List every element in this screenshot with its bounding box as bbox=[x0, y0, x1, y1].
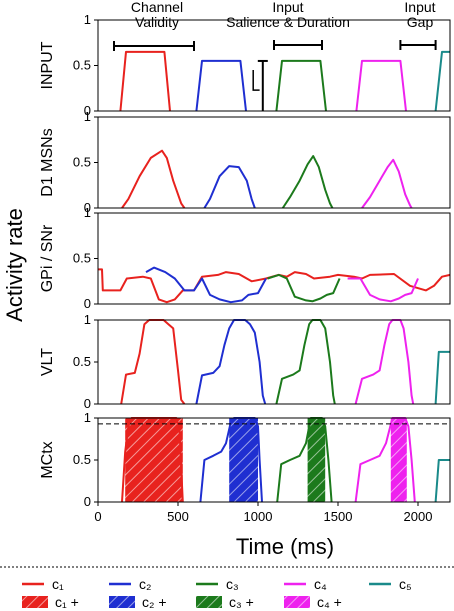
x-tick-label: 1000 bbox=[244, 509, 273, 524]
legend-label-c4: c₄ bbox=[314, 576, 327, 592]
series-line-c5 bbox=[434, 50, 450, 112]
fill-region-c3 bbox=[307, 418, 326, 502]
y-tick-label: 1 bbox=[84, 312, 91, 327]
salience-marker bbox=[252, 59, 268, 111]
y-axis-label: Activity rate bbox=[2, 208, 27, 322]
legend-label-c3: c₃ bbox=[226, 576, 239, 592]
bracket-channel-validity bbox=[113, 41, 195, 51]
series-line-c4 bbox=[347, 277, 419, 303]
series-line-c4 bbox=[354, 417, 416, 503]
x-axis: 0 500 1000 1500 2000 bbox=[94, 502, 432, 524]
panel-frame bbox=[97, 212, 451, 305]
panel-mctx: 0 0.5 1 MCtx bbox=[39, 410, 451, 509]
y-tick-label: 0.5 bbox=[73, 452, 91, 467]
y-tick-label: 1 bbox=[84, 109, 91, 124]
series-line-c4 bbox=[354, 319, 415, 405]
y-tick-label: 1 bbox=[84, 205, 91, 220]
series-line-c1 bbox=[119, 50, 171, 112]
panel-gpi-snr: 0 0.5 1 GPi / SNr bbox=[39, 205, 451, 311]
legend-swatch-c2 bbox=[109, 596, 135, 608]
bracket-salience-duration bbox=[273, 40, 323, 50]
y-tick-label: 0.5 bbox=[73, 251, 91, 266]
series-line-c2 bbox=[195, 319, 267, 405]
series-line-c2 bbox=[195, 59, 247, 112]
legend-fill-label-c1: c₁ + bbox=[55, 594, 79, 610]
legend-swatch-c4 bbox=[284, 596, 310, 608]
series-line-c4 bbox=[361, 158, 413, 209]
y-tick-label: 0 bbox=[84, 296, 91, 311]
y-tick-label: 0 bbox=[84, 494, 91, 509]
x-tick-label: 1500 bbox=[324, 509, 353, 524]
series-line-c4 bbox=[355, 59, 407, 112]
series-line-c1 bbox=[121, 149, 186, 209]
legend: c₁ c₂ c₃ c₄ c₅ c₁ + c₂ + c₃ + c₄ + bbox=[22, 576, 412, 610]
x-axis-label: Time (ms) bbox=[236, 534, 334, 559]
y-tick-label: 0.5 bbox=[73, 155, 91, 170]
fill-region-c1 bbox=[125, 418, 183, 502]
panel-input: 0 0.5 1 INPUT bbox=[39, 12, 451, 118]
panel-frame bbox=[97, 319, 451, 405]
y-tick-label: 0 bbox=[84, 103, 91, 118]
x-tick-label: 0 bbox=[94, 509, 101, 524]
series-line-c5 bbox=[434, 350, 450, 405]
legend-label-c1: c₁ bbox=[52, 576, 64, 592]
panel-title: VLT bbox=[39, 348, 56, 376]
bracket-input-gap bbox=[399, 40, 437, 50]
panel-title: D1 MSNs bbox=[39, 128, 56, 196]
legend-fill-label-c4: c₄ + bbox=[317, 594, 342, 610]
annotation-salience-duration: Input Salience & Duration bbox=[226, 0, 350, 30]
legend-fill-label-c2: c₂ + bbox=[142, 594, 167, 610]
series-line-c1 bbox=[120, 319, 186, 405]
y-tick-label: 0 bbox=[84, 200, 91, 215]
series-line-c3 bbox=[276, 417, 333, 503]
annotation-input-gap: Input Gap bbox=[404, 0, 435, 30]
series-line-c2 bbox=[203, 165, 256, 209]
panel-title: GPi / SNr bbox=[39, 224, 56, 292]
y-tick-label: 0 bbox=[84, 396, 91, 411]
annotation-channel-validity: Channel Validity bbox=[131, 0, 183, 30]
series-line-c5 bbox=[434, 459, 450, 503]
series-line-c3 bbox=[275, 319, 336, 405]
legend-label-c2: c₂ bbox=[139, 576, 151, 592]
series-line-c3 bbox=[267, 273, 341, 303]
y-tick-label: 0.5 bbox=[73, 354, 91, 369]
panel-vlt: 0 0.5 1 VLT bbox=[39, 312, 451, 411]
panel-frame bbox=[97, 116, 451, 209]
series-line-c2 bbox=[145, 266, 267, 304]
legend-swatch-c1 bbox=[22, 596, 48, 608]
series-line-c2 bbox=[199, 417, 263, 503]
fill-region-c2 bbox=[229, 418, 258, 502]
y-tick-label: 1 bbox=[84, 410, 91, 425]
panel-title: MCtx bbox=[39, 441, 56, 478]
series-line-c3 bbox=[281, 155, 334, 209]
fill-region-c4 bbox=[390, 418, 407, 502]
input-annotations: Channel Validity Input Salience & Duration I… bbox=[113, 0, 437, 111]
panel-d1-msns: 0 0.5 1 D1 MSNs bbox=[39, 109, 451, 215]
legend-swatch-c3 bbox=[196, 596, 222, 608]
panel-frame bbox=[97, 19, 451, 112]
series-line-c1 bbox=[98, 268, 451, 304]
panels: 0 0.5 1 INPUT 0 0.5 1 D1 MSNs 0 0.5 1 GPi / SNr 0 0.5… bbox=[39, 12, 451, 509]
legend-label-c5: c₅ bbox=[399, 576, 412, 592]
legend-fill-label-c3: c₃ + bbox=[229, 594, 254, 610]
series-line-c3 bbox=[275, 59, 327, 112]
x-tick-label: 2000 bbox=[404, 509, 433, 524]
panel-title: INPUT bbox=[39, 41, 56, 89]
x-tick-label: 500 bbox=[167, 509, 189, 524]
y-tick-label: 0.5 bbox=[73, 58, 91, 73]
y-tick-label: 1 bbox=[84, 12, 91, 27]
